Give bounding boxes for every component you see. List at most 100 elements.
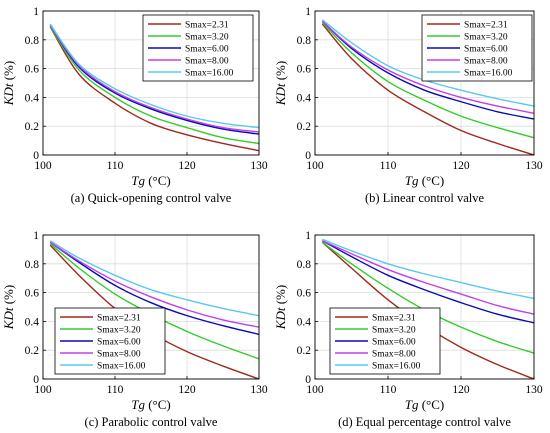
- y-tick-label: 0: [33, 150, 39, 162]
- x-tick-label: 120: [178, 384, 196, 396]
- x-axis-label-var: Tg: [131, 397, 145, 412]
- series-line-5: [49, 23, 260, 129]
- legend-label-1: Smax=2.31: [464, 21, 508, 31]
- y-axis-label-var: KDt: [273, 307, 288, 330]
- series-line-2: [49, 26, 260, 145]
- legend-label-3: Smax=6.00: [97, 338, 141, 348]
- y-tick-label: 1: [33, 6, 39, 18]
- legend-label-1: Smax=2.31: [372, 314, 416, 324]
- legend-label-4: Smax=8.00: [372, 350, 416, 360]
- x-axis-label: Tg (°C): [405, 397, 445, 412]
- legend-label-3: Smax=6.00: [185, 45, 229, 55]
- y-axis-label: KDt (%): [1, 61, 16, 106]
- y-tick-label: 0: [305, 374, 311, 386]
- x-tick-label: 130: [250, 384, 268, 396]
- x-tick-label: 110: [107, 384, 124, 396]
- x-tick-label: 120: [452, 384, 470, 396]
- y-tick-label: 0: [305, 150, 311, 162]
- y-tick-label: 0.6: [25, 64, 40, 76]
- y-tick-label: 1: [305, 6, 311, 18]
- axes-frame: [42, 10, 260, 156]
- y-axis-label-var: KDt: [1, 307, 16, 330]
- y-axis-label: KDt (%): [273, 285, 288, 330]
- x-tick-label: 110: [107, 160, 124, 172]
- legend: Smax=2.31 Smax=3.20 Smax=6.00 Smax=8.00 Smax…: [421, 14, 533, 82]
- axes-frame: [42, 234, 260, 380]
- x-tick-label: 120: [178, 160, 196, 172]
- y-tick-label: 0.6: [25, 288, 40, 300]
- x-tick-label: 130: [525, 160, 543, 172]
- x-tick-label: 100: [34, 160, 52, 172]
- x-axis-label: Tg (°C): [131, 173, 171, 188]
- series-line-5: [322, 238, 535, 300]
- legend-label-2: Smax=3.20: [97, 326, 141, 336]
- y-tick-label: 1: [33, 230, 39, 242]
- y-tick-label: 0.6: [297, 64, 312, 76]
- y-axis-label-var: KDt: [1, 83, 16, 106]
- x-tick-label: 120: [452, 160, 470, 172]
- panel-caption: (d) Equal percentage control valve: [338, 415, 511, 429]
- series-line-4: [49, 24, 260, 133]
- x-axis-label-var: Tg: [405, 397, 419, 412]
- axes-frame: [314, 10, 535, 156]
- legend-label-3: Smax=6.00: [464, 45, 508, 55]
- legend: Smax=2.31 Smax=3.20 Smax=6.00 Smax=8.00 Smax…: [54, 307, 166, 375]
- y-tick-label: 0.4: [297, 92, 312, 104]
- series-line-1: [321, 23, 535, 156]
- y-tick-label: 0: [33, 374, 39, 386]
- series-line-3: [321, 240, 535, 324]
- legend-label-5: Smax=16.00: [185, 69, 234, 79]
- y-axis-label-unit: (%): [273, 285, 288, 308]
- y-tick-label: 0.4: [25, 92, 40, 104]
- legend-label-5: Smax=16.00: [464, 69, 513, 79]
- y-tick-label: 1: [305, 230, 311, 242]
- legend-label-2: Smax=3.20: [372, 326, 416, 336]
- legend-label-3: Smax=6.00: [372, 338, 416, 348]
- panel-caption: (c) Parabolic control valve: [85, 415, 218, 429]
- x-axis-label-unit: (°C): [418, 397, 444, 412]
- y-tick-label: 0.2: [25, 121, 40, 133]
- y-tick-label: 0.8: [25, 259, 40, 271]
- chart-panel-4: 0 0.2 0.4 0.6 0.8 1 100 110 120 130 KDt (%) Tg (°C)…: [273, 230, 543, 429]
- legend-label-4: Smax=8.00: [464, 57, 508, 67]
- panel-caption: (b) Linear control valve: [365, 191, 484, 205]
- legend-label-1: Smax=2.31: [97, 314, 141, 324]
- y-tick-label: 0.6: [297, 288, 312, 300]
- x-tick-label: 100: [306, 384, 324, 396]
- x-tick-label: 110: [380, 384, 397, 396]
- panel-caption: (a) Quick-opening control valve: [71, 191, 232, 205]
- y-axis-label: KDt (%): [273, 61, 288, 106]
- x-axis-label: Tg (°C): [405, 173, 445, 188]
- y-tick-label: 0.4: [25, 316, 40, 328]
- series-line-4: [321, 20, 535, 114]
- series-line-2: [321, 22, 535, 139]
- y-axis-label-unit: (%): [1, 285, 16, 308]
- y-tick-label: 0.2: [25, 345, 40, 357]
- y-axis-label-var: KDt: [273, 83, 288, 106]
- series-line-5: [49, 240, 260, 317]
- y-tick-label: 0.4: [297, 316, 312, 328]
- legend: Smax=2.31 Smax=3.20 Smax=6.00 Smax=8.00 Smax…: [142, 14, 254, 82]
- x-axis-label-var: Tg: [405, 173, 419, 188]
- legend-label-4: Smax=8.00: [185, 57, 229, 67]
- y-tick-label: 0.8: [297, 35, 312, 47]
- y-axis-label-unit: (%): [1, 61, 16, 84]
- x-axis-label-unit: (°C): [145, 173, 171, 188]
- x-axis-label-unit: (°C): [145, 397, 171, 412]
- y-tick-label: 0.8: [297, 259, 312, 271]
- legend-label-5: Smax=16.00: [97, 362, 146, 372]
- series-line-1: [49, 26, 260, 152]
- y-tick-label: 0.2: [297, 121, 312, 133]
- chart-panel-1: 0 0.2 0.4 0.6 0.8 1 100 110 120 130 KDt (%) Tg (°C)…: [1, 6, 268, 205]
- x-axis-label: Tg (°C): [131, 397, 171, 412]
- legend: Smax=2.31 Smax=3.20 Smax=6.00 Smax=8.00 Smax…: [329, 307, 441, 375]
- y-tick-label: 0.8: [25, 35, 40, 47]
- chart-panel-3: 0 0.2 0.4 0.6 0.8 1 100 110 120 130 KDt (%) Tg (°C)…: [1, 230, 268, 429]
- x-tick-label: 110: [380, 160, 397, 172]
- series-line-3: [49, 241, 260, 336]
- y-axis-label: KDt (%): [1, 285, 16, 330]
- chart-panel-2: 0 0.2 0.4 0.6 0.8 1 100 110 120 130 KDt (%) Tg (°C)…: [273, 6, 543, 205]
- legend-label-1: Smax=2.31: [185, 21, 229, 31]
